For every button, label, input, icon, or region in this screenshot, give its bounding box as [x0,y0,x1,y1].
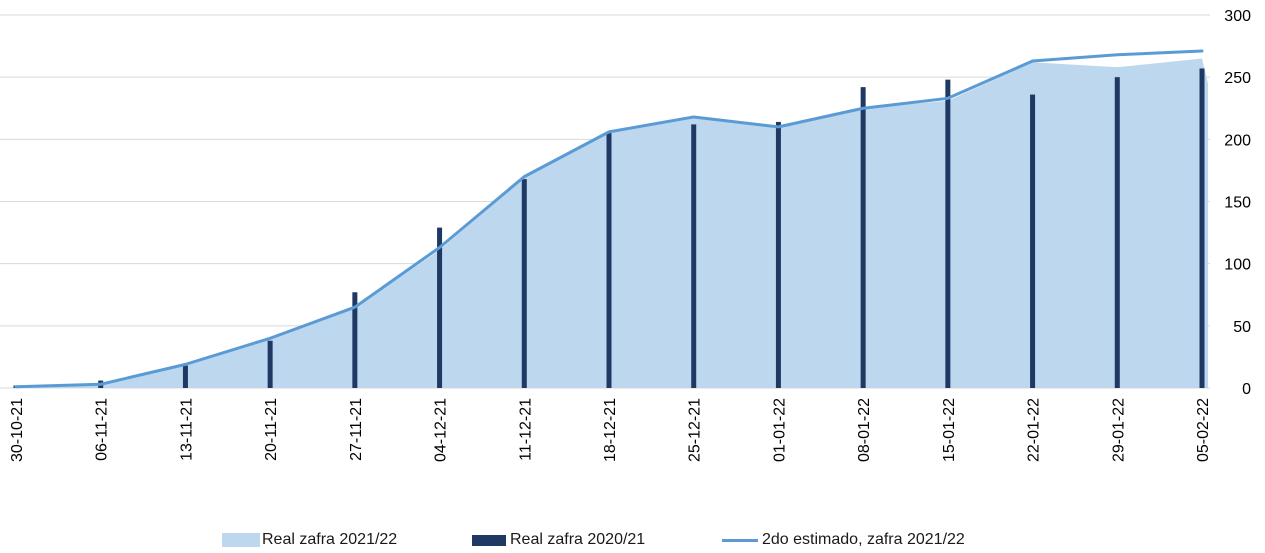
area-series [16,58,1208,389]
x-axis-ticks: 30-10-21 06-11-21 13-11-21 20-11-21 27-11-21… [9,398,1212,462]
x-tick-label: 11-12-21 [517,398,534,461]
y-tick-label: 300 [1224,8,1251,25]
x-tick-label: 08-01-22 [856,398,873,462]
y-tick-label: 250 [1224,70,1251,87]
y-axis-ticks: 0 50 100 150 200 250 300 [1224,8,1251,398]
bar [521,179,527,388]
legend-swatch-line [722,538,758,542]
legend-label-line: 2do estimado, zafra 2021/22 [762,531,965,548]
bar [606,133,612,388]
series-line [14,49,1204,389]
legend-label-bar: Real zafra 2020/21 [510,531,646,548]
bar [1114,77,1120,389]
area-fill [16,58,1208,389]
x-tick-label: 20-11-21 [263,398,280,461]
x-tick-label: 25-12-21 [687,398,704,462]
y-tick-label: 100 [1224,257,1251,274]
bar [267,340,273,388]
y-tick-label: 0 [1242,381,1251,398]
x-tick-label: 22-01-22 [1026,398,1043,462]
legend-swatch-bar [472,534,506,546]
x-tick-label: 13-11-21 [178,398,195,461]
bar [1030,94,1036,388]
x-tick-label: 06-11-21 [94,398,111,461]
y-tick-label: 50 [1233,319,1251,336]
bar-series [13,68,1205,389]
x-tick-label: 05-02-22 [1195,398,1212,462]
x-tick-label: 30-10-21 [9,398,26,462]
x-tick-label: 01-01-22 [771,398,788,462]
x-tick-label: 27-11-21 [348,398,365,461]
legend-item-bar: Real zafra 2020/21 [472,528,645,552]
line-series [14,49,1204,389]
bar [945,79,951,389]
legend-swatch-area [222,533,260,547]
bar [182,365,188,388]
x-tick-label: 15-01-22 [941,398,958,462]
y-tick-label: 200 [1224,132,1251,149]
legend-item-area: Real zafra 2021/22 [222,528,397,552]
legend-label-area: Real zafra 2021/22 [262,531,398,548]
x-tick-label: 18-12-21 [602,398,619,462]
x-tick-label: 29-01-22 [1110,398,1127,462]
legend: Real zafra 2021/22 Real zafra 2020/21 2d… [0,528,1265,552]
bar [437,227,443,388]
bar [860,87,866,388]
legend-item-line: 2do estimado, zafra 2021/22 [722,528,965,552]
bar [352,292,358,388]
y-tick-label: 150 [1224,195,1251,212]
bar [1199,68,1205,389]
bar [691,124,697,388]
x-tick-label: 04-12-21 [433,398,450,462]
bar [775,121,781,388]
